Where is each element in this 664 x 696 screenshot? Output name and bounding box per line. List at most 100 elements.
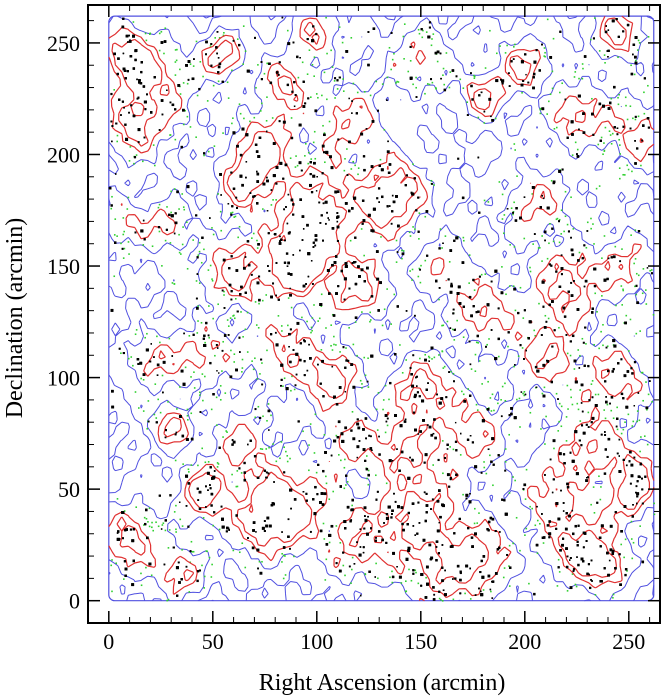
source-point	[612, 339, 616, 343]
source-point	[569, 559, 571, 561]
mid-density-point	[226, 431, 228, 433]
source-point	[128, 111, 130, 114]
source-point	[557, 566, 560, 569]
mid-density-point	[204, 375, 206, 378]
source-point	[541, 43, 543, 46]
source-point	[603, 278, 607, 282]
mid-density-point	[630, 520, 633, 523]
source-point	[210, 64, 213, 67]
source-point	[590, 559, 593, 562]
source-point	[314, 109, 318, 113]
source-point	[376, 197, 379, 200]
mid-density-point	[211, 227, 213, 229]
source-point	[625, 464, 628, 467]
mid-density-point	[352, 343, 355, 346]
source-point	[416, 532, 419, 535]
source-point	[571, 509, 574, 512]
source-point	[451, 69, 455, 72]
source-point	[283, 471, 286, 474]
mid-density-point	[315, 93, 318, 95]
source-point	[562, 537, 565, 540]
mid-density-point	[603, 235, 606, 237]
source-point	[541, 107, 545, 111]
mid-density-point	[531, 193, 534, 195]
source-point	[327, 217, 329, 219]
mid-density-point	[315, 471, 318, 474]
source-point	[379, 281, 382, 285]
source-point	[228, 267, 231, 270]
source-point	[342, 346, 345, 349]
mid-density-point	[590, 383, 593, 385]
mid-density-point	[174, 138, 177, 141]
source-point	[303, 340, 306, 343]
source-point	[205, 53, 207, 56]
mid-density-point	[204, 341, 206, 344]
source-point	[292, 348, 295, 351]
mid-density-point	[342, 90, 345, 92]
mid-density-point	[418, 32, 421, 35]
mid-density-point	[126, 208, 129, 210]
source-point	[255, 150, 259, 153]
source-point	[244, 256, 247, 258]
source-point	[158, 494, 161, 497]
source-point	[275, 261, 278, 264]
mid-density-point	[339, 351, 341, 353]
source-point	[331, 227, 335, 230]
mid-density-point	[197, 464, 199, 467]
source-point	[169, 101, 172, 104]
source-point	[636, 147, 639, 150]
source-point	[111, 140, 113, 143]
source-point	[220, 505, 223, 508]
mid-density-point	[311, 63, 314, 66]
source-point	[338, 569, 342, 573]
mid-density-point	[320, 349, 323, 351]
source-point	[542, 394, 546, 398]
source-point	[587, 476, 589, 479]
source-point	[610, 396, 614, 399]
source-point	[218, 446, 221, 449]
source-point	[203, 152, 206, 155]
source-point	[426, 582, 430, 586]
mid-density-point	[513, 143, 516, 145]
source-point	[478, 94, 481, 97]
x-tick-label: 150	[404, 629, 437, 654]
source-point	[360, 132, 364, 136]
mid-density-point	[494, 117, 497, 120]
mid-density-point	[285, 450, 287, 453]
mid-density-point	[238, 103, 241, 105]
source-point	[561, 168, 564, 171]
mid-density-point	[487, 380, 489, 383]
mid-density-point	[629, 105, 632, 108]
mid-density-point	[383, 308, 386, 311]
source-point	[570, 248, 574, 252]
source-point	[598, 102, 602, 106]
source-point	[231, 439, 234, 441]
mid-density-point	[633, 73, 636, 76]
source-point	[357, 426, 361, 430]
mid-density-point	[208, 305, 210, 307]
source-point	[370, 295, 374, 298]
source-point	[119, 538, 121, 540]
source-point	[359, 546, 362, 548]
mid-density-point	[241, 358, 244, 361]
mid-density-point	[147, 400, 150, 402]
mid-density-point	[182, 463, 184, 465]
source-point	[333, 261, 337, 264]
source-point	[278, 242, 282, 245]
source-point	[533, 60, 537, 64]
mid-density-point	[463, 239, 465, 242]
source-point	[218, 62, 222, 66]
source-point	[566, 136, 569, 139]
mid-density-point	[175, 59, 178, 62]
source-point	[435, 279, 438, 283]
source-point	[385, 420, 388, 423]
source-point	[340, 269, 343, 273]
source-point	[639, 462, 643, 466]
source-point	[361, 222, 364, 225]
source-point	[535, 543, 539, 547]
source-point	[423, 491, 426, 494]
mid-density-point	[643, 435, 646, 437]
source-point	[515, 207, 518, 210]
source-point	[115, 173, 117, 175]
source-point	[165, 228, 168, 231]
